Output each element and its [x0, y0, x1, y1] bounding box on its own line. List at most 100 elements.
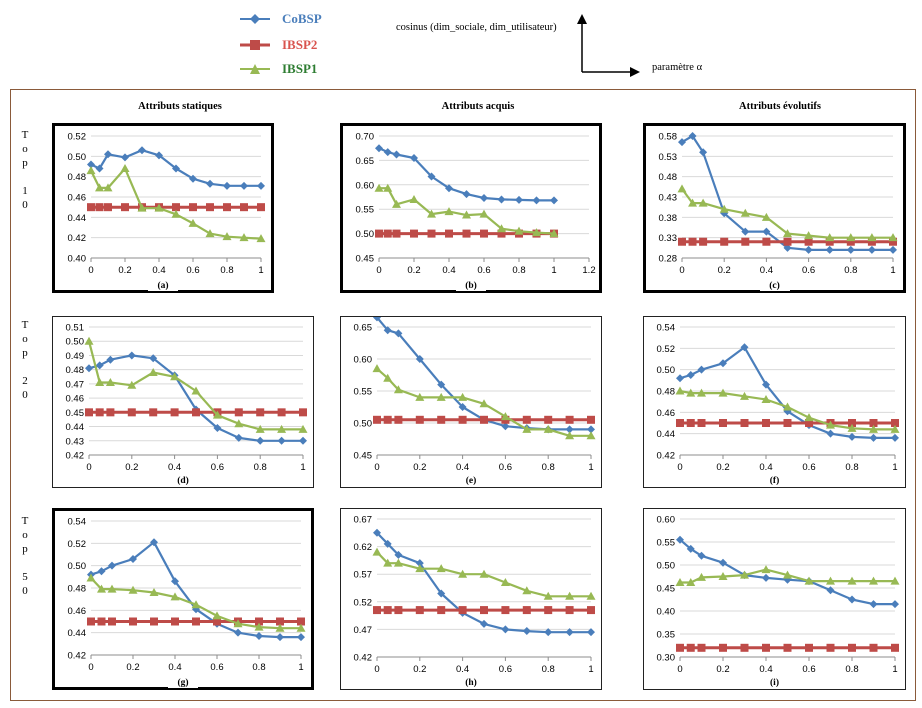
panel-label: (f) [759, 476, 790, 486]
data-point-cobsp [95, 361, 104, 370]
data-point-ibsp2 [587, 415, 595, 424]
data-point-ibsp1 [170, 592, 180, 601]
data-point-ibsp2 [415, 415, 424, 424]
data-point-cobsp [171, 577, 179, 586]
data-point-cobsp [515, 195, 523, 204]
y-tick-label: 0.50 [657, 561, 676, 572]
data-point-ibsp2 [826, 643, 835, 652]
data-point-cobsp [375, 144, 383, 153]
data-point-cobsp [223, 181, 231, 190]
row-label-char: T [21, 319, 29, 331]
x-tick-label: 0.6 [477, 265, 490, 276]
data-point-ibsp2 [394, 415, 403, 424]
data-point-cobsp [762, 380, 770, 389]
data-point-ibsp2 [87, 617, 95, 626]
data-point-ibsp2 [410, 229, 418, 238]
data-point-ibsp1 [97, 584, 106, 593]
data-point-ibsp1 [698, 198, 708, 207]
data-point-ibsp2 [445, 229, 453, 238]
data-point-ibsp1 [234, 419, 244, 428]
row-label-char: 2 [22, 375, 28, 387]
data-point-cobsp [501, 422, 510, 431]
data-point-ibsp2 [848, 643, 856, 652]
data-point-ibsp1 [686, 388, 696, 397]
data-point-cobsp [106, 355, 115, 364]
data-point-cobsp [497, 195, 506, 204]
data-point-ibsp2 [762, 643, 770, 652]
data-point-ibsp1 [761, 395, 771, 404]
y-tick-label: 0.38 [659, 213, 678, 224]
y-tick-label: 0.67 [354, 515, 373, 526]
data-point-cobsp [699, 148, 708, 157]
data-point-ibsp2 [240, 203, 248, 212]
row-label-char: 0 [22, 389, 28, 401]
y-tick-label: 0.53 [659, 152, 678, 163]
data-point-ibsp2 [206, 203, 214, 212]
x-tick-label: 0.6 [802, 462, 815, 473]
data-point-ibsp2 [150, 617, 158, 626]
data-point-ibsp1 [205, 229, 215, 238]
data-point-cobsp [697, 365, 706, 374]
y-tick-label: 0.50 [68, 152, 87, 163]
legend-label-ibsp1: IBSP1 [282, 61, 318, 76]
x-tick-label: 1.2 [582, 265, 595, 276]
data-point-ibsp1 [847, 576, 857, 585]
data-point-ibsp1 [888, 233, 898, 242]
row-label-char: p [22, 157, 28, 169]
x-tick-label: 0.2 [125, 462, 138, 473]
y-tick-label: 0.45 [66, 408, 85, 419]
y-tick-label: 0.42 [68, 233, 87, 244]
data-point-cobsp [867, 245, 876, 254]
data-point-ibsp2 [255, 617, 263, 626]
row-label-char: 0 [22, 585, 28, 597]
y-tick-label: 0.47 [354, 625, 373, 636]
data-point-cobsp [740, 343, 749, 352]
data-point-cobsp [415, 559, 424, 568]
panel-label: (i) [759, 678, 790, 688]
x-tick-label: 0.8 [512, 265, 525, 276]
data-point-ibsp1 [86, 573, 96, 582]
data-point-ibsp2 [688, 237, 697, 246]
data-point-ibsp2 [392, 229, 401, 238]
data-point-cobsp [848, 432, 856, 441]
data-point-ibsp1 [392, 199, 401, 208]
x-tick-label: 0.2 [413, 664, 426, 675]
figure-frame [10, 89, 916, 701]
chart-svg: 0.42 0.47 0.52 0.57 0.62 0.67 0 0.2 0.4 0.6 0.8 1 [354, 515, 596, 675]
data-point-cobsp [719, 558, 727, 567]
data-point-ibsp1 [783, 402, 792, 411]
data-point-ibsp1 [383, 558, 393, 567]
column-header-evolutifs: Attributs évolutifs [739, 101, 821, 112]
data-point-ibsp1 [458, 569, 468, 578]
data-point-ibsp1 [256, 234, 266, 243]
y-tick-label: 0.54 [68, 517, 87, 528]
x-tick-label: 0.4 [759, 462, 772, 473]
data-point-ibsp2 [149, 408, 158, 417]
data-point-ibsp2 [697, 643, 706, 652]
data-point-ibsp2 [383, 415, 392, 424]
data-point-cobsp [869, 433, 878, 442]
data-point-cobsp [138, 146, 146, 155]
x-tick-label: 0 [86, 462, 91, 473]
x-tick-label: 0.6 [210, 662, 223, 673]
data-point-cobsp [544, 628, 553, 637]
data-point-ibsp1 [170, 372, 180, 381]
y-tick-label: 0.52 [354, 597, 373, 608]
data-point-ibsp1 [500, 577, 510, 586]
data-point-cobsp [410, 153, 418, 162]
data-point-cobsp [783, 575, 792, 584]
data-point-cobsp [172, 164, 180, 173]
y-tick-label: 0.48 [68, 584, 87, 595]
data-point-ibsp1 [95, 377, 105, 386]
data-point-ibsp1 [740, 570, 749, 579]
data-point-cobsp [891, 600, 899, 609]
data-point-ibsp2 [129, 617, 137, 626]
data-point-ibsp1 [105, 377, 115, 386]
x-tick-label: 0.2 [718, 265, 731, 276]
data-point-ibsp1 [847, 423, 857, 432]
data-point-ibsp2 [587, 606, 595, 615]
y-tick-label: 0.50 [66, 337, 85, 348]
y-tick-label: 0.55 [657, 538, 676, 549]
data-point-ibsp2 [740, 419, 749, 427]
data-point-cobsp [501, 625, 510, 634]
